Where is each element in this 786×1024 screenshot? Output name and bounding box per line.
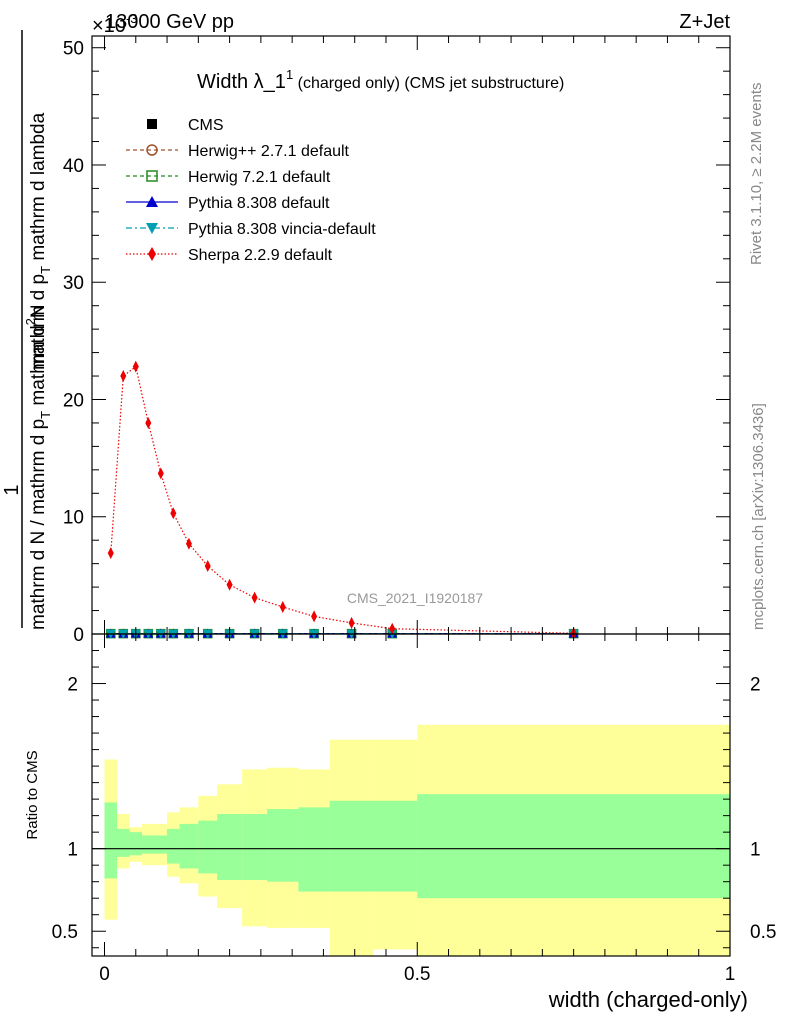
main-ytick-label: 50 bbox=[63, 39, 84, 60]
main-xticks bbox=[104, 36, 731, 634]
legend-label: Herwig 7.2.1 default bbox=[188, 169, 331, 186]
ratio-data-layer bbox=[92, 724, 730, 956]
series-5-point bbox=[348, 616, 355, 629]
stat-band-bin bbox=[142, 835, 168, 854]
series-5-point bbox=[185, 537, 192, 550]
main-title: Width λ_11 (charged only) (CMS jet subst… bbox=[197, 67, 564, 93]
main-ylabel: 1 mathrm d N / mathrm d pT mathrm d2N ma… bbox=[1, 30, 53, 630]
stat-band-bin bbox=[117, 828, 130, 857]
ratio-ytick-label-right: 1 bbox=[750, 840, 761, 861]
legend-label: CMS bbox=[188, 117, 224, 134]
series-5-point bbox=[226, 578, 233, 591]
legend-label: Pythia 8.308 default bbox=[188, 195, 330, 212]
header-energy: 13000 GeV pp bbox=[105, 11, 234, 33]
ratio-ylabel: Ratio to CMS bbox=[24, 750, 41, 839]
series-5-point bbox=[389, 622, 396, 635]
analysis-watermark: CMS_2021_I1920187 bbox=[347, 590, 483, 606]
legend-marker bbox=[146, 223, 158, 234]
legend-label: Pythia 8.308 vincia-default bbox=[188, 221, 376, 238]
stat-band-bin bbox=[298, 807, 330, 892]
series-5-point bbox=[145, 416, 152, 429]
main-ytick-label: 10 bbox=[63, 508, 84, 529]
series-5-point bbox=[279, 601, 286, 614]
legend-marker bbox=[146, 144, 158, 156]
stat-band-bin bbox=[417, 794, 730, 899]
stat-band-bin bbox=[129, 832, 143, 856]
ratio-ytick-label-right: 0.5 bbox=[750, 922, 776, 943]
legend-marker bbox=[146, 170, 158, 182]
stat-band-bin bbox=[104, 802, 118, 879]
ratio-ytick-label: 0.5 bbox=[52, 922, 78, 943]
ratio-ytick-label: 2 bbox=[67, 675, 78, 696]
series-5-point bbox=[170, 507, 177, 520]
ratio-xticks: 0 0.5 1 bbox=[99, 634, 735, 985]
stat-band-bin bbox=[198, 820, 218, 874]
series-5-point bbox=[204, 559, 211, 572]
xtick-label: 1 bbox=[725, 964, 736, 985]
ratio-frame bbox=[91, 633, 731, 957]
series-5-point bbox=[107, 547, 114, 560]
stat-band-bin bbox=[179, 823, 199, 869]
series-5-point bbox=[311, 610, 318, 623]
series-5-point bbox=[157, 467, 164, 480]
xtick-label: 0 bbox=[99, 964, 110, 985]
stat-band-bin bbox=[167, 828, 180, 864]
series-5-point bbox=[132, 360, 139, 373]
stat-band-bin bbox=[217, 813, 243, 881]
multiplier-label: ×10-3 bbox=[92, 11, 138, 37]
legend: CMS Herwig++ 2.7.1 default Herwig 7.2.1 de… bbox=[126, 117, 376, 264]
legend-marker bbox=[147, 119, 157, 129]
main-data-layer bbox=[105, 360, 579, 640]
series-5-point bbox=[251, 591, 258, 604]
mcplots-label: mcplots.cern.ch [arXiv:1306.3436] bbox=[750, 403, 767, 630]
ylabel-denominator-2: mathrm d pT mathrm d lambda bbox=[28, 112, 53, 370]
stat-band-bin bbox=[267, 809, 299, 882]
legend-marker bbox=[146, 196, 158, 207]
xtick-label: 0.5 bbox=[404, 964, 430, 985]
series-5-point bbox=[120, 370, 127, 383]
main-ytick-label: 40 bbox=[63, 156, 84, 177]
legend-label: Herwig++ 2.7.1 default bbox=[188, 143, 350, 160]
main-yticks: 0 10 20 30 40 50 bbox=[63, 39, 730, 646]
xlabel: width (charged-only) bbox=[548, 987, 748, 1012]
ratio-ytick-label: 1 bbox=[67, 840, 78, 861]
legend-label: Sherpa 2.2.9 default bbox=[188, 247, 333, 264]
rivet-label: Rivet 3.1.10, ≥ 2.2M events bbox=[748, 83, 765, 266]
ylabel-numerator: 1 bbox=[1, 484, 23, 495]
ratio-yticks: 0.5 0.5 1 1 2 2 bbox=[52, 650, 776, 949]
ratio-panel: 0.5 0.51 12 2 0 0.5 1 bbox=[52, 633, 776, 985]
main-ytick-label: 30 bbox=[63, 273, 84, 294]
stat-band-bin bbox=[329, 800, 374, 892]
stat-band-bin bbox=[242, 813, 268, 881]
main-panel: 0 10 20 30 40 50 Width λ_11 (charged only) (C… bbox=[63, 35, 731, 646]
main-ytick-label: 0 bbox=[73, 625, 84, 646]
ylabel-denominator: mathrm d N / mathrm d pT mathrm d2N bbox=[23, 304, 53, 630]
ratio-ytick-label-right: 2 bbox=[750, 675, 761, 696]
header-process: Z+Jet bbox=[679, 11, 730, 33]
legend-marker bbox=[148, 247, 156, 261]
series-5-line bbox=[110, 365, 574, 634]
main-ytick-label: 20 bbox=[63, 390, 84, 411]
stat-band-bin bbox=[373, 800, 418, 892]
